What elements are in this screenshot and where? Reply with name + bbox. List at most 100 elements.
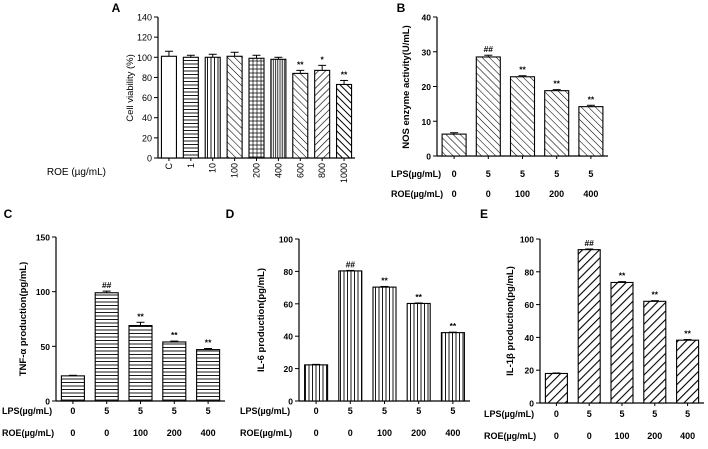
row-value: 0 [587,431,592,441]
row-value: 5 [382,406,387,416]
significance-label: ## [102,280,112,290]
row-value: 0 [314,406,319,416]
row-value: 5 [450,406,455,416]
y-tick-label: 20 [422,82,432,92]
y-tick-label: 40 [525,333,535,343]
y-tick-label: 60 [525,300,535,310]
y-tick-label: 60 [284,299,294,309]
bar [128,325,153,402]
row-value: 5 [652,409,657,419]
bar [248,57,265,159]
bar [578,106,604,157]
row-value: 0 [554,409,559,419]
y-tick-label: 100 [36,287,50,297]
y-tick-label: 20 [142,133,152,143]
y-tick-label: 0 [45,397,50,407]
y-tick-label: 40 [284,332,294,342]
significance-label: ** [297,59,304,69]
panel-b: B 0 10 20 30 40 NOS enzyme activity(U/mL) ## ** *… [391,1,608,199]
y-tick-label: 0 [426,152,431,162]
row-value: 0 [452,189,457,199]
y-tick-label: 0 [529,399,534,409]
significance-label: ## [584,238,594,248]
row-label-lps: LPS(µg/mL) [240,406,290,416]
bar [676,339,700,404]
row-value: 5 [138,406,143,416]
row-value: 5 [172,406,177,416]
row-value: 100 [515,189,530,199]
y-axis-label: IL-1β production(pg/mL) [505,266,516,376]
significance-label: ** [553,79,560,89]
panel-d: D 0 20 40 60 80 100 IL-6 production(pg/mL) ## ** *… [226,207,470,438]
row-value: 200 [167,428,182,438]
row-value: 5 [520,169,525,179]
y-tick-label: 30 [422,47,432,57]
y-axis-label: NOS enzyme activity(U/mL) [401,25,412,149]
bar [94,292,119,402]
row-value: 0 [554,431,559,441]
significance-label: ** [171,330,178,340]
significance-label: ** [450,321,457,331]
panel-letter: A [112,1,121,15]
bar [509,76,536,157]
row-value: 0 [104,428,109,438]
y-tick-label: 50 [41,342,51,352]
row-value: 5 [554,169,559,179]
panel-letter: D [226,207,235,221]
bar [338,270,363,402]
row-value: 400 [583,189,598,199]
x-category-label: 10 [208,163,218,173]
y-tick-label: 40 [142,113,152,123]
y-axis-label: TNF-α production(pg/mL) [18,262,29,377]
y-tick-label: 60 [142,93,152,103]
x-category-label: 800 [317,163,327,178]
row-value: 5 [587,409,592,419]
row-label-roe: ROE(µg/mL) [240,428,292,438]
x-category-label: 100 [230,163,240,178]
bar [336,83,353,159]
y-tick-label: 80 [525,267,535,277]
x-category-label: 400 [273,163,283,178]
bar [372,286,397,402]
y-tick-label: 20 [284,364,294,374]
row-value: 5 [206,406,211,416]
significance-label: ** [651,290,658,300]
bar [610,281,634,404]
row-value: 400 [680,431,695,441]
bar [182,56,199,159]
row-value: 5 [486,169,491,179]
bar [270,58,287,159]
bar [544,90,570,157]
row-value: 0 [452,169,457,179]
y-tick-label: 20 [525,366,535,376]
bar [314,69,331,159]
y-tick-label: 150 [36,233,50,243]
row-value: 5 [619,409,624,419]
row-label-roe: ROE (µg/mL) [47,167,106,178]
y-tick-label: 0 [288,397,293,407]
y-tick-label: 100 [520,235,534,245]
y-tick-label: 140 [137,13,152,23]
row-value: 200 [411,428,426,438]
row-value: 100 [377,428,392,438]
row-value: 400 [445,428,460,438]
significance-label: * [321,54,325,64]
significance-label: ** [684,329,691,339]
panel-letter: B [397,1,406,15]
y-tick-label: 0 [147,154,152,164]
row-value: 400 [201,428,216,438]
row-value: 0 [70,428,75,438]
bar [226,55,243,159]
row-value: 5 [416,406,421,416]
row-value: 0 [314,428,319,438]
bar [162,341,187,402]
x-category-label: 200 [252,163,262,178]
x-category-label: 1000 [339,163,349,183]
row-value: 5 [685,409,690,419]
significance-label: ** [381,275,388,285]
y-tick-label: 120 [137,33,152,43]
bar [544,372,568,404]
